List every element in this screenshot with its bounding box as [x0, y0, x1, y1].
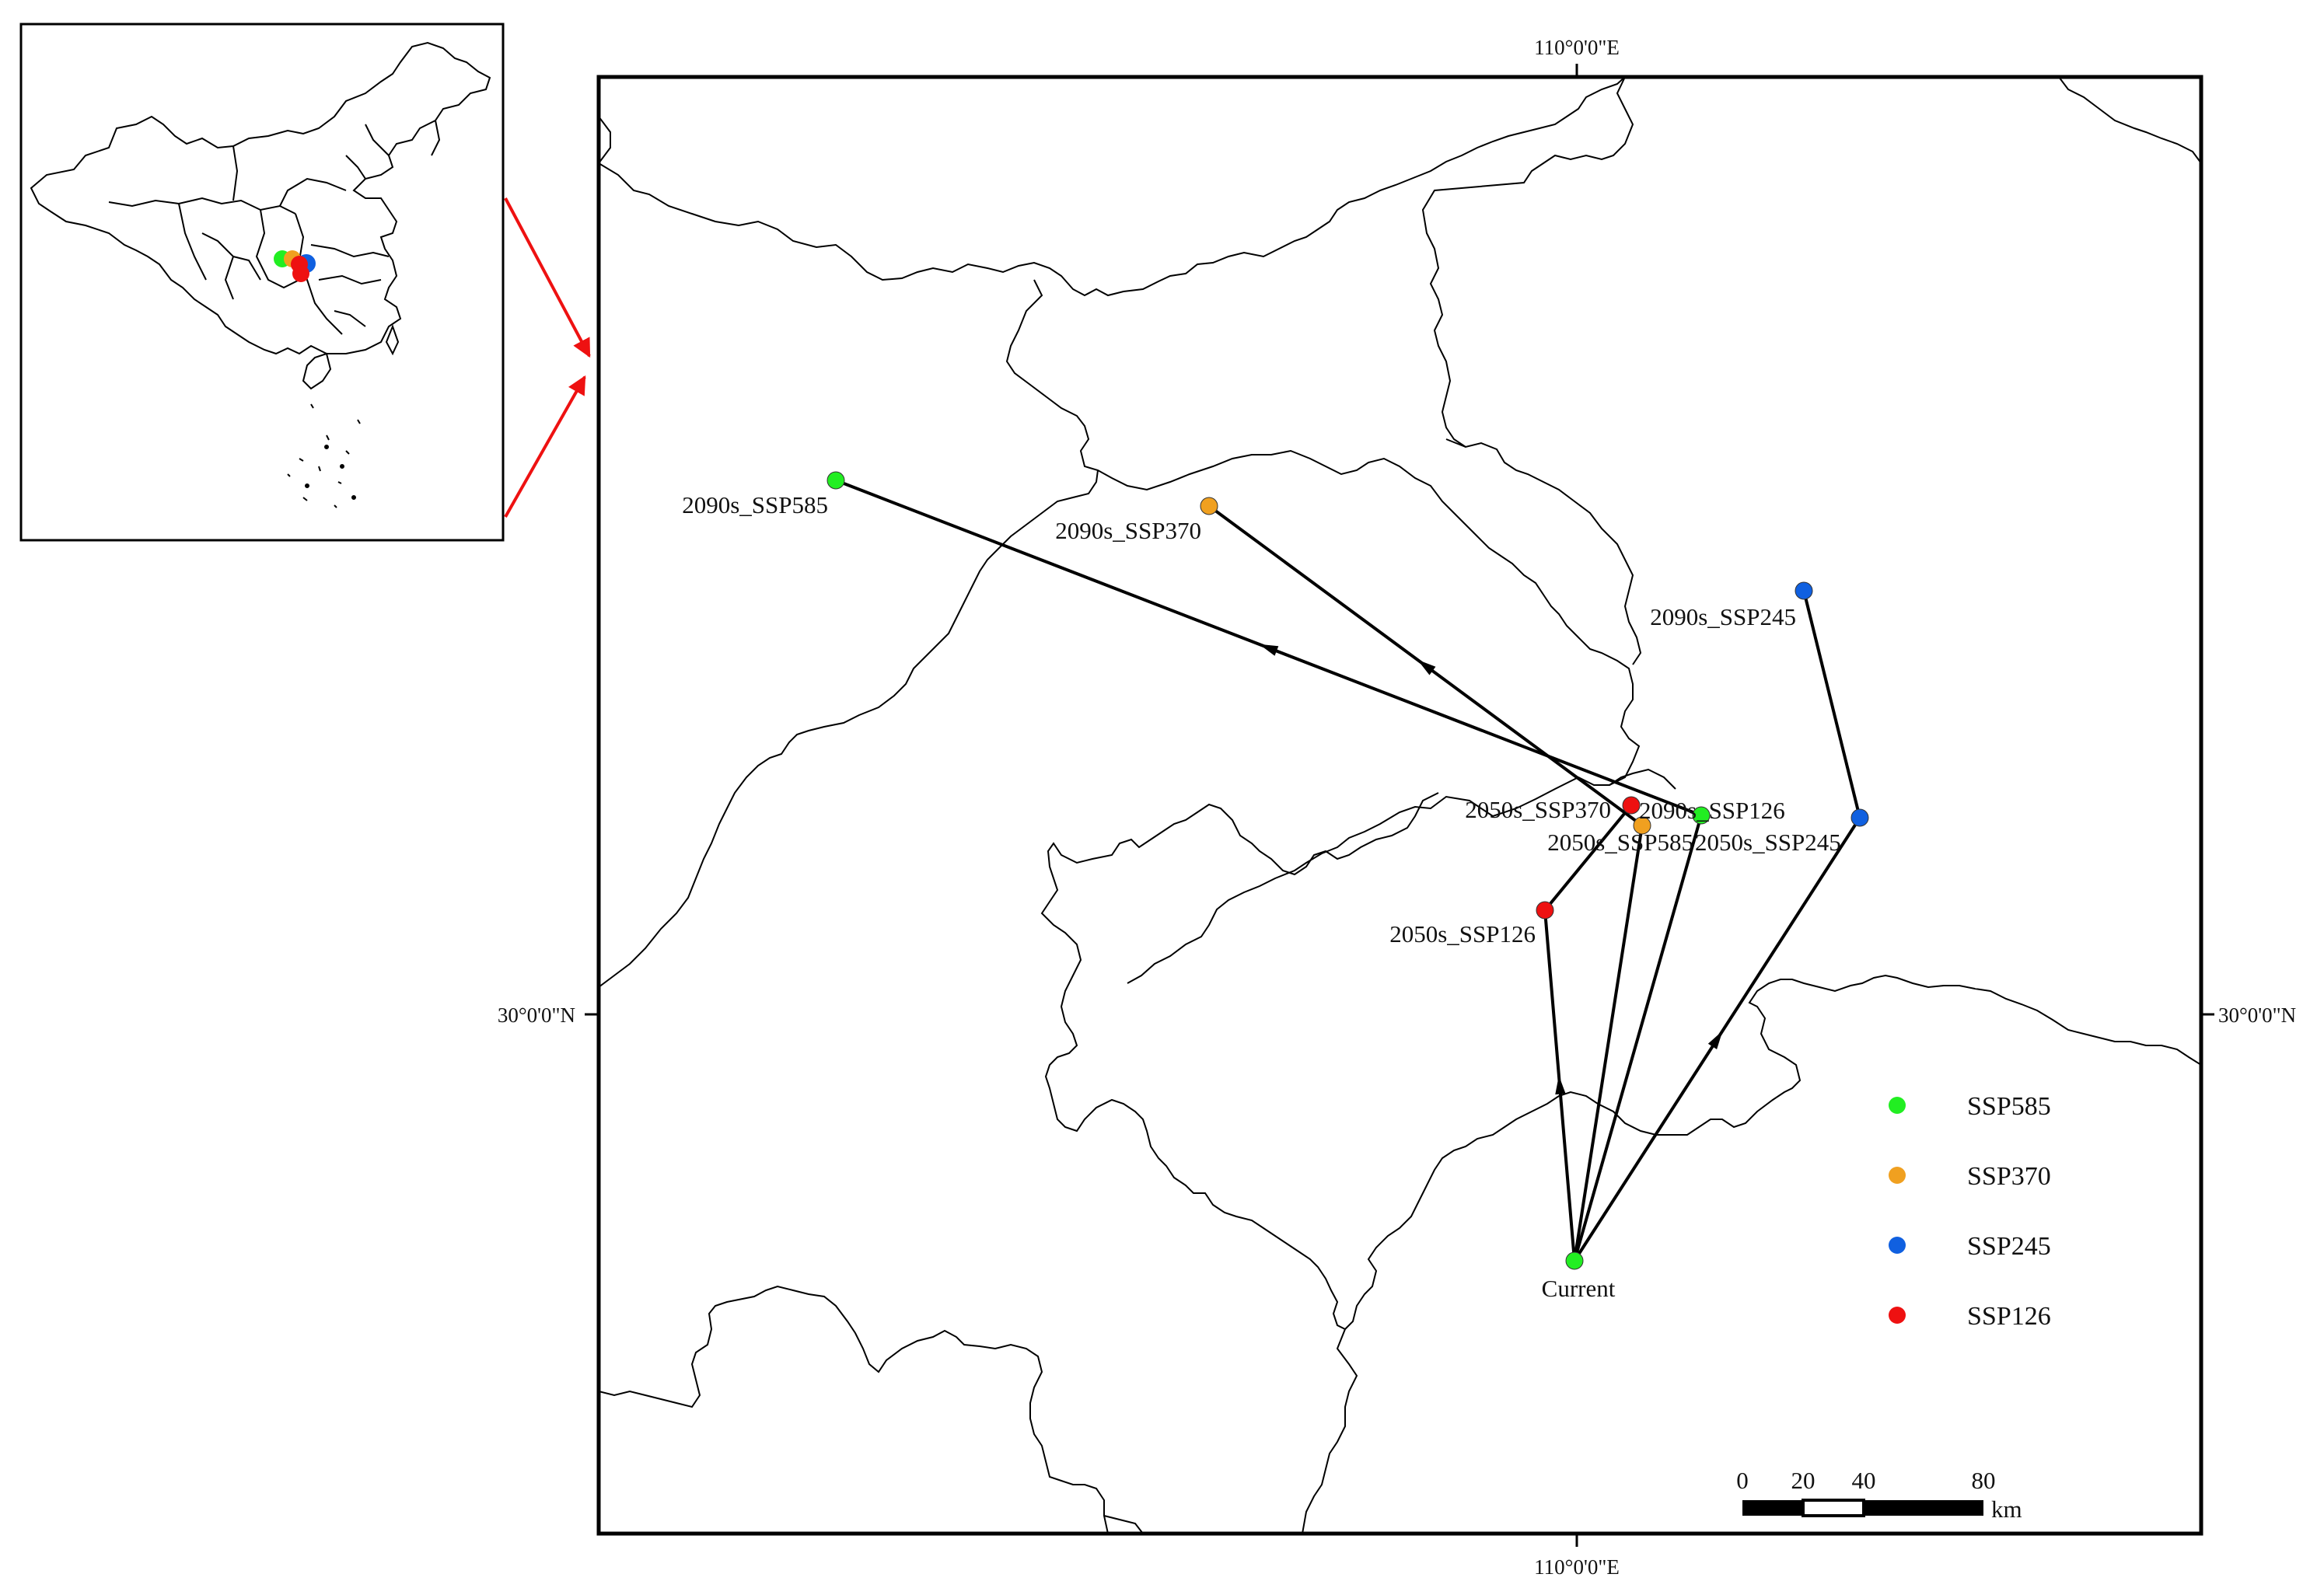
point-2090s_ssp126: [1692, 806, 1711, 825]
direction-arrow-icon: [1259, 644, 1279, 656]
scale-tick-40: 40: [1852, 1467, 1876, 1494]
trajectory-segment-2050s_ssp126-to-2050s_ssp370: [1543, 804, 1633, 912]
scale-tick-20: 20: [1791, 1467, 1816, 1494]
point-label-2090s_ssp370: 2090s_SSP370: [1055, 517, 1201, 544]
direction-arrow-icon: [1417, 659, 1436, 675]
point-label-2050s_ssp245: 2050s_SSP245: [1695, 829, 1841, 856]
scale-unit: km: [1991, 1496, 2022, 1523]
inset-dot-ssp126-b: [292, 265, 309, 282]
main-map: Current 2050s_SSP126 2050s_SSP370 2050s_SSP…: [585, 64, 2214, 1547]
point-label-2090s_ssp585: 2090s_SSP585: [682, 491, 828, 518]
direction-arrow-icon: [1555, 1075, 1566, 1095]
legend-swatch-ssp245: [1889, 1237, 1906, 1254]
inset-frame: [19, 23, 505, 542]
scale-bar: 0 20 40 80 km: [1736, 1467, 2022, 1523]
point-2090s_ssp585: [827, 471, 845, 490]
point-2050s_ssp585: [1633, 816, 1651, 835]
inset-pointer-arrows: [504, 197, 591, 518]
point-label-current: Current: [1542, 1275, 1616, 1302]
pointer-arrow-lower: [504, 375, 586, 518]
top-longitude-label: 110°0'0"E: [1534, 36, 1620, 59]
main-map-frame: [596, 75, 2203, 1536]
legend-swatch-ssp126: [1889, 1307, 1906, 1324]
pointer-arrow-upper: [504, 197, 591, 358]
point-2090s_ssp245: [1795, 581, 1813, 600]
legend-label-ssp585: SSP585: [1967, 1092, 2051, 1121]
left-latitude-label: 30°0'0"N: [498, 1003, 575, 1027]
graticule-ticks: [585, 64, 2214, 1547]
legend-label-ssp370: SSP370: [1967, 1162, 2051, 1191]
migration-trajectories: [835, 479, 1861, 1262]
centroid-points: Current 2050s_SSP126 2050s_SSP370 2050s_SSP…: [682, 471, 1869, 1302]
legend: SSP585 SSP370 SSP245 SSP126: [1889, 1092, 2051, 1331]
inset-map: [19, 23, 505, 542]
point-label-2090s_ssp126: 2090s_SSP126: [1639, 797, 1785, 824]
legend-swatch-ssp585: [1889, 1097, 1906, 1114]
inset-points: [274, 250, 316, 282]
point-2050s_ssp370: [1622, 796, 1641, 815]
legend-label-ssp245: SSP245: [1967, 1232, 2051, 1261]
point-2050s_ssp126: [1536, 901, 1554, 920]
scale-tick-0: 0: [1736, 1467, 1749, 1494]
province-boundaries: [599, 77, 2201, 1534]
point-2090s_ssp370: [1200, 497, 1218, 515]
scale-segment-1: [1742, 1500, 1803, 1516]
point-label-2050s_ssp370: 2050s_SSP370: [1465, 796, 1611, 823]
legend-label-ssp126: SSP126: [1967, 1302, 2051, 1331]
point-label-2090s_ssp245: 2090s_SSP245: [1650, 603, 1796, 630]
scale-tick-80: 80: [1972, 1467, 1996, 1494]
china-outline: [30, 41, 491, 508]
scale-segment-2: [1802, 1499, 1865, 1517]
trajectory-segment-2050s_ssp245-to-2090s_ssp245: [1802, 590, 1861, 818]
point-label-2050s_ssp585: 2050s_SSP585: [1547, 829, 1693, 856]
trajectory-segment-current-to-2090s_ssp126: [1573, 815, 1703, 1262]
point-2050s_ssp245: [1850, 808, 1869, 827]
legend-swatch-ssp370: [1889, 1167, 1906, 1184]
scale-segment-3: [1864, 1500, 1983, 1516]
direction-arrow-icon: [1707, 1031, 1723, 1049]
point-label-2050s_ssp126: 2050s_SSP126: [1389, 920, 1536, 948]
bottom-longitude-label: 110°0'0"E: [1534, 1555, 1620, 1579]
right-latitude-label: 30°0'0"N: [2218, 1003, 2296, 1027]
trajectory-segment-current-to-2050s_ssp585: [1573, 825, 1644, 1262]
point-current: [1565, 1251, 1584, 1270]
